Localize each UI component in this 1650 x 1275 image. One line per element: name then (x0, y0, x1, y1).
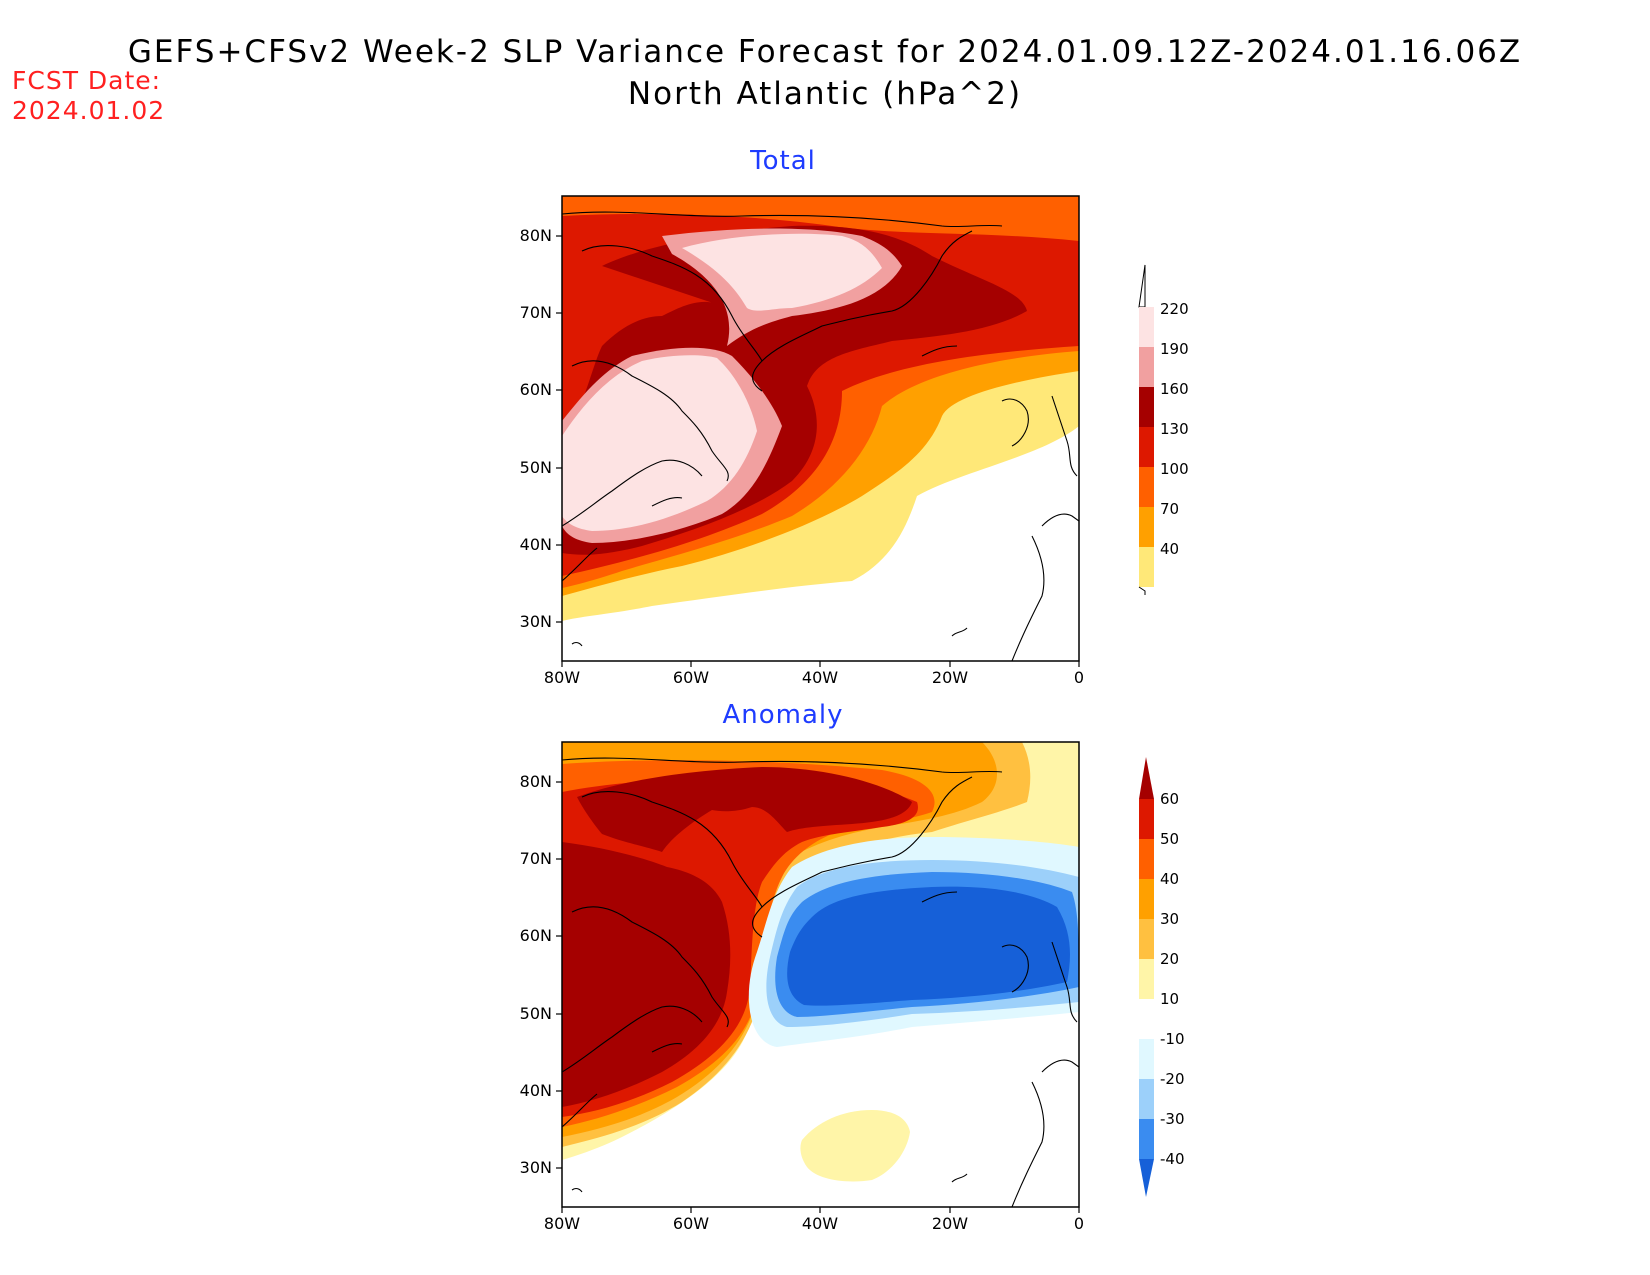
lat-label-40n-anomaly: 40N (519, 1081, 552, 1100)
lat-label-40n: 40N (519, 535, 552, 554)
colorbar-anomaly-label-30: 30 (1160, 910, 1180, 928)
colorbar-anomaly-label-50: 50 (1160, 830, 1180, 848)
chart-title: GEFS+CFSv2 Week-2 SLP Variance Forecast … (127, 34, 1523, 70)
colorbar-total-label-70: 70 (1160, 500, 1180, 518)
colorbar-anomaly-label-10: 10 (1160, 990, 1180, 1008)
lon-label-40w: 40W (801, 668, 839, 687)
map-total (556, 195, 1080, 667)
chart-subtitle: North Atlantic (hPa^2) (627, 76, 1023, 112)
lon-label-20w: 20W (931, 668, 969, 687)
colorbar-total-label-160: 160 (1160, 380, 1189, 398)
fcst-date-label: FCST Date: (12, 66, 162, 95)
colorbar-total-label-190: 190 (1160, 340, 1189, 358)
lon-label-80w-anomaly: 80W (543, 1214, 581, 1233)
lat-label-80n: 80N (519, 226, 552, 245)
colorbar-anomaly-label-minus10: -10 (1160, 1030, 1185, 1048)
colorbar-total-label-220: 220 (1160, 300, 1189, 318)
colorbar-total (1138, 264, 1154, 595)
lat-label-60n: 60N (519, 380, 552, 399)
lat-label-50n: 50N (519, 458, 552, 477)
lon-label-0: 0 (1073, 668, 1085, 687)
lat-label-30n-anomaly: 30N (519, 1158, 552, 1177)
panel-title-total: Total (750, 146, 816, 176)
lon-label-20w-anomaly: 20W (931, 1214, 969, 1233)
map-anomaly (556, 741, 1080, 1213)
colorbar-total-label-130: 130 (1160, 420, 1189, 438)
lat-label-60n-anomaly: 60N (519, 926, 552, 945)
lat-label-80n-anomaly: 80N (519, 772, 552, 791)
colorbar-anomaly-label-20: 20 (1160, 950, 1180, 968)
colorbar-total-label-40: 40 (1160, 540, 1180, 558)
colorbar-anomaly-label-40: 40 (1160, 870, 1180, 888)
lon-label-60w-anomaly: 60W (672, 1214, 710, 1233)
lon-label-0-anomaly: 0 (1073, 1214, 1085, 1233)
colorbar-anomaly-label-minus20: -20 (1160, 1070, 1185, 1088)
lon-label-40w-anomaly: 40W (801, 1214, 839, 1233)
lon-label-80w: 80W (543, 668, 581, 687)
lat-label-70n: 70N (519, 303, 552, 322)
colorbar-anomaly (1139, 757, 1154, 1197)
fcst-date-value: 2024.01.02 (12, 96, 166, 125)
colorbar-anomaly-label-minus30: -30 (1160, 1110, 1185, 1128)
colorbar-anomaly-label-60: 60 (1160, 790, 1180, 808)
lat-label-30n: 30N (519, 612, 552, 631)
colorbar-anomaly-label-minus40: -40 (1160, 1150, 1185, 1168)
lat-label-50n-anomaly: 50N (519, 1004, 552, 1023)
colorbar-total-label-100: 100 (1160, 460, 1189, 478)
panel-title-anomaly: Anomaly (722, 700, 844, 730)
lon-label-60w: 60W (672, 668, 710, 687)
lat-label-70n-anomaly: 70N (519, 849, 552, 868)
